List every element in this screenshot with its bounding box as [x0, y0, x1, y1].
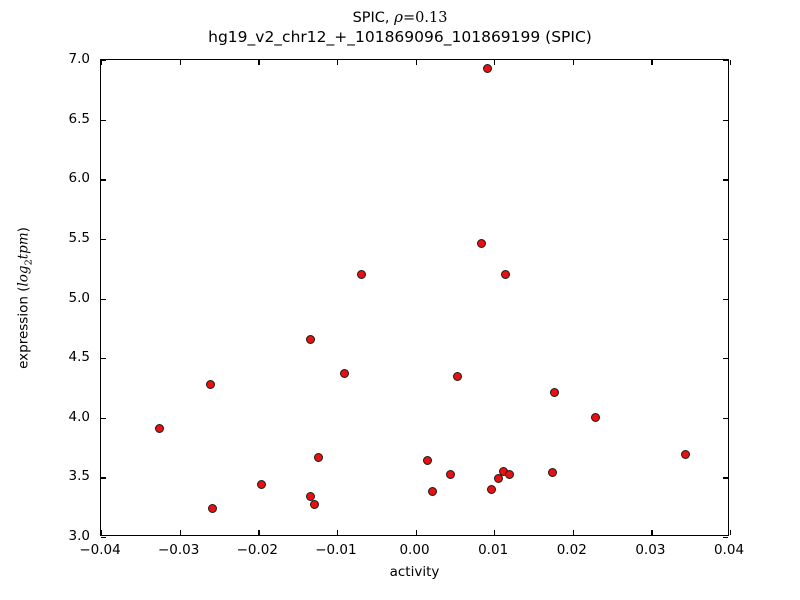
x-tick-mark [730, 530, 732, 535]
scatter-point [205, 379, 215, 389]
x-tick-label: 0.03 [635, 542, 666, 558]
x-tick-mark-top [258, 60, 260, 65]
rho-symbol: ρ [394, 8, 403, 26]
y-tick-mark [101, 537, 106, 539]
y-tick-mark-right [723, 60, 728, 62]
y-tick-mark [101, 417, 106, 420]
scatter-point [314, 452, 324, 462]
y-tick-label: 5.0 [68, 289, 90, 306]
x-tick-label: −0.03 [157, 542, 200, 558]
x-tick-mark [494, 530, 496, 535]
y-axis-label: expression (log2tpm) [16, 227, 35, 369]
y-tick-label: 6.5 [68, 110, 90, 127]
scatter-point [340, 369, 350, 379]
x-tick-mark [651, 530, 653, 535]
y-tick-label: 3.5 [68, 468, 90, 485]
x-tick-label: −0.04 [79, 542, 121, 558]
scatter-point [483, 63, 493, 73]
scatter-point [256, 480, 266, 490]
y-tick-label: 5.5 [68, 229, 90, 246]
scatter-point [428, 487, 438, 497]
chart-title-line-2: hg19_v2_chr12_+_101869096_101869199 (SPI… [208, 27, 592, 46]
scatter-points-layer [101, 60, 728, 535]
y-axis-label-suffix: ) [15, 226, 32, 232]
x-tick-label: −0.02 [236, 542, 278, 558]
title-gene-prefix: SPIC, [352, 10, 395, 26]
y-tick-mark-right [723, 298, 728, 300]
x-tick-mark-top [572, 60, 575, 65]
y-tick-label: 4.0 [68, 408, 90, 425]
x-tick-mark [572, 530, 575, 535]
x-axis-label: activity [389, 564, 440, 580]
scatter-point [550, 388, 560, 398]
scatter-point [501, 270, 511, 280]
y-tick-mark [101, 358, 106, 360]
scatter-point [155, 423, 165, 433]
chart-title: SPIC, ρ=0.13 hg19_v2_chr12_+_101869096_1… [0, 8, 800, 47]
x-tick-label: 0.00 [399, 542, 430, 558]
x-tick-label: 0.02 [556, 542, 587, 558]
chart-title-line-1: SPIC, ρ=0.13 [0, 8, 800, 28]
x-tick-mark [258, 530, 260, 535]
y-axis-label-prefix: expression ( [15, 286, 32, 369]
rho-value: =0.13 [402, 10, 448, 26]
y-tick-mark-right [723, 358, 728, 360]
scatter-point [310, 500, 320, 510]
scatter-point [305, 491, 315, 501]
y-tick-mark [101, 60, 106, 62]
scatter-point [306, 334, 316, 344]
y-tick-label: 3.0 [68, 528, 90, 544]
y-tick-mark-right [723, 238, 728, 241]
plot-area [100, 59, 732, 539]
scatter-point [446, 470, 456, 480]
y-tick-mark [101, 238, 106, 241]
y-axis-label-sub: 2 [23, 258, 35, 265]
y-tick-mark-right [723, 417, 728, 420]
y-tick-mark-right [723, 537, 728, 539]
y-tick-mark-right [723, 477, 728, 479]
y-axis-label-wrapper: expression (log2tpm) [14, 59, 36, 536]
y-tick-mark-right [723, 179, 728, 181]
scatter-point [547, 468, 557, 478]
scatter-point [356, 270, 366, 280]
y-tick-mark [101, 477, 106, 479]
x-tick-mark-top [651, 60, 653, 65]
x-tick-mark [415, 530, 417, 535]
y-tick-label: 4.5 [68, 349, 90, 366]
scatter-point [208, 503, 218, 513]
x-tick-mark [336, 530, 339, 535]
y-tick-label: 7.0 [68, 51, 90, 67]
scatter-point [591, 413, 601, 423]
scatter-point [505, 470, 515, 480]
x-tick-label: 0.04 [713, 542, 745, 558]
y-tick-mark [101, 298, 106, 300]
scatter-point [487, 484, 497, 494]
scatter-point [422, 456, 432, 466]
x-tick-mark-top [179, 60, 181, 65]
x-tick-mark-top [336, 60, 339, 65]
x-tick-mark-top [494, 60, 496, 65]
y-axis-label-tpm: tpm [15, 231, 32, 259]
x-tick-label: −0.01 [315, 542, 357, 558]
x-tick-mark-top [415, 60, 417, 65]
x-tick-mark-top [730, 60, 732, 65]
y-tick-label: 6.0 [68, 170, 90, 187]
x-tick-mark [179, 530, 181, 535]
scatter-point [477, 239, 487, 249]
scatter-point [681, 450, 691, 460]
x-tick-mark-top [101, 60, 103, 65]
scatter-point [453, 371, 463, 381]
x-tick-mark [101, 530, 103, 535]
y-tick-mark [101, 179, 106, 181]
y-axis-label-log: log [15, 264, 32, 287]
x-tick-label: 0.01 [478, 542, 509, 558]
y-tick-mark-right [723, 119, 728, 121]
y-tick-mark [101, 119, 106, 121]
scatter-point [493, 474, 503, 484]
